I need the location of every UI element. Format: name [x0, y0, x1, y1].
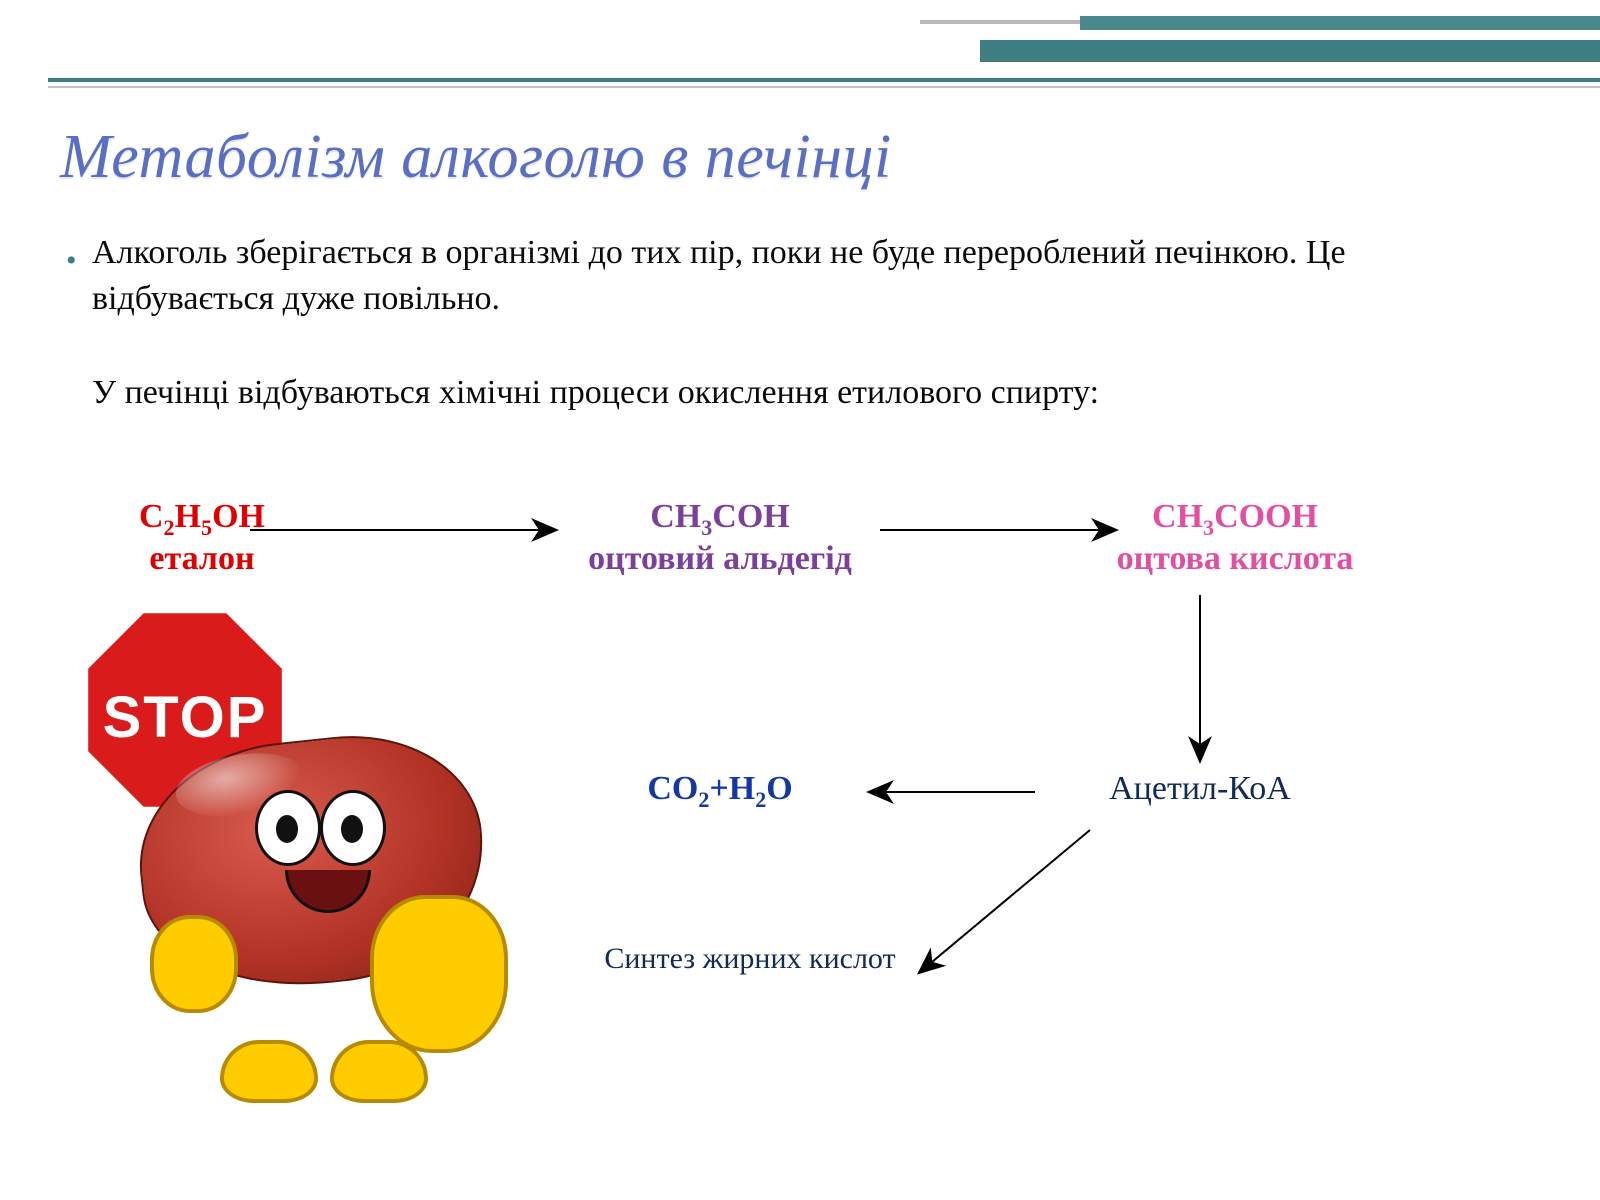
- rxn-col3-formula: CH3COOH: [1030, 498, 1440, 541]
- deco-underline-gray: [48, 86, 1600, 88]
- node-acetyl-coa: Ацетил-КоА: [1040, 770, 1360, 808]
- rxn-col3-label: оцтова кислота: [1030, 540, 1440, 578]
- rxn-col1-label: еталон: [92, 540, 312, 578]
- slide: Метаболізм алкоголю в печінці • Алкоголь…: [0, 0, 1600, 1200]
- rxn-col1-formula: C2H5OH: [92, 498, 312, 541]
- liver-hand-left: [150, 915, 238, 1013]
- liver-hand-right: [370, 895, 508, 1053]
- deco-underline-teal: [48, 78, 1600, 82]
- liver-foot-right: [330, 1040, 428, 1103]
- deco-bar-teal-thick: [980, 40, 1600, 62]
- liver-foot-left: [220, 1040, 318, 1103]
- node-fatty-acid: Синтез жирних кислот: [590, 940, 910, 978]
- slide-title: Метаболізм алкоголю в печінці: [60, 122, 892, 193]
- stop-sign-text: STOP: [81, 684, 289, 751]
- paragraph-1: Алкоголь зберігається в організмі до тих…: [92, 230, 1510, 322]
- liver-eye-left: [255, 790, 321, 866]
- deco-bar-teal-thin: [1080, 16, 1600, 30]
- paragraph-2: У печінці відбуваються хімічні процеси о…: [92, 370, 1510, 416]
- liver-stop-illustration: STOP: [20, 590, 540, 1110]
- node-co2-h2o: CO2+H2O: [590, 770, 850, 813]
- bullet-icon: •: [66, 244, 77, 278]
- rxn-col2-label: оцтовий альдегід: [520, 540, 920, 578]
- liver-eye-right: [320, 790, 386, 866]
- rxn-col2-formula: CH3COH: [520, 498, 920, 541]
